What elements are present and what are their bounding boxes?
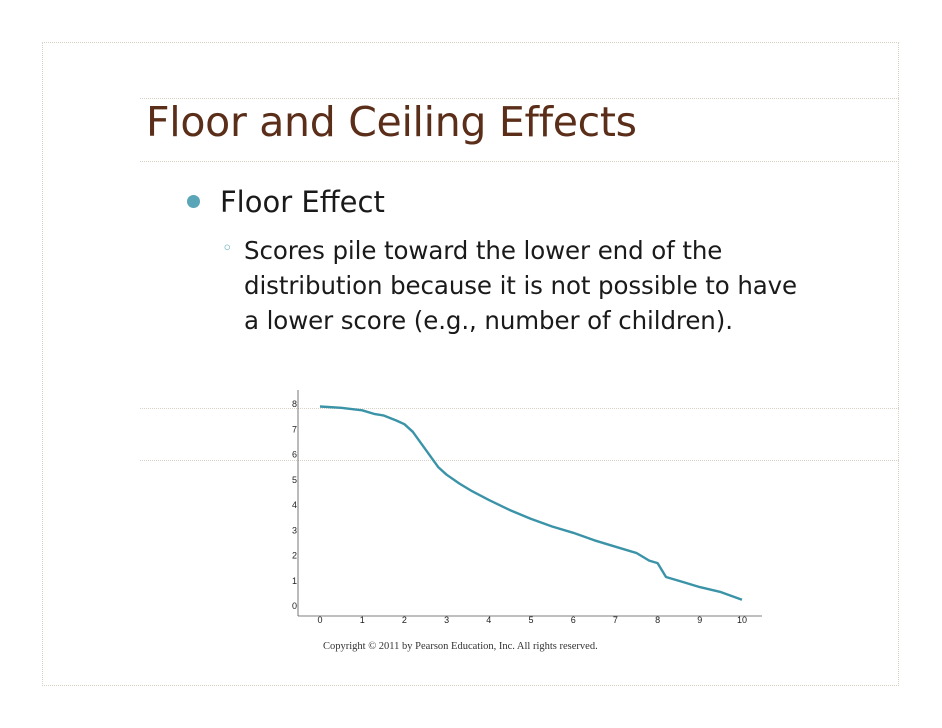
y-tick-label: 6 [292,450,297,460]
y-tick-label: 7 [292,424,297,434]
copyright-notice: Copyright © 2011 by Pearson Education, I… [323,641,598,652]
series-line [319,405,743,601]
x-tick-label: 1 [360,615,365,625]
x-tick-label: 0 [317,615,322,625]
x-tick-label: 5 [528,615,533,625]
sub-bullet-line-3: a lower score (e.g., number of children)… [244,306,733,335]
title-band [140,98,899,162]
divider-rule [140,408,899,409]
sub-bullet-ring-icon: ◦ [222,238,233,259]
y-tick-label: 2 [292,551,297,561]
x-tick-label: 2 [402,615,407,625]
sub-bullet-line-1: Scores pile toward the lower end of the [244,236,723,265]
y-tick-label: 3 [292,525,297,535]
floor-effect-chart: 0 1 2 3 4 5 6 7 8 0 1 2 3 4 5 6 7 8 9 10 [292,390,762,625]
x-tick-label: 8 [655,615,660,625]
y-tick-label: 5 [292,475,297,485]
y-tick-label: 4 [292,500,297,510]
bullet-floor-effect: Floor Effect [220,185,385,219]
y-tick-label: 8 [292,399,297,409]
x-tick-label: 6 [571,615,576,625]
x-tick-label: 3 [444,615,449,625]
x-tick-label: 7 [613,615,618,625]
x-tick-label: 9 [697,615,702,625]
bullet-dot-icon [187,195,200,208]
divider-rule [140,460,899,461]
sub-bullet-line-2: distribution because it is not possible … [244,271,798,300]
y-tick-label: 1 [292,576,297,586]
slide-frame [42,42,899,686]
x-tick-label: 10 [737,615,747,625]
x-tick-label: 4 [486,615,491,625]
y-tick-label: 0 [292,601,297,611]
slide-title: Floor and Ceiling Effects [146,98,637,146]
